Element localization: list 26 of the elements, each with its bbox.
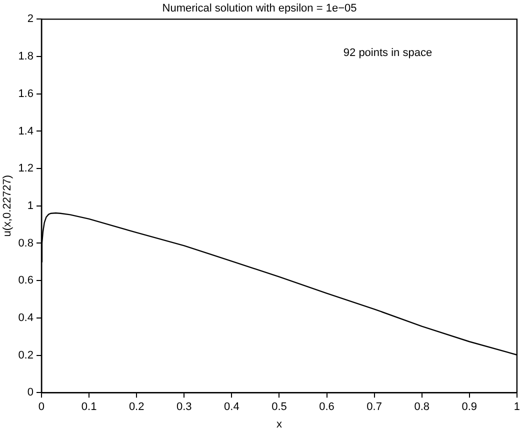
x-tick-label: 0.1 (81, 401, 97, 414)
x-tick-label: 0.7 (366, 401, 382, 414)
x-axis-title: x (276, 418, 282, 430)
x-tick-label: 0.8 (414, 401, 430, 414)
y-tick-label: 0 (27, 386, 34, 399)
x-tick-label: 0.5 (272, 401, 287, 414)
x-tick-label: 0.9 (462, 401, 478, 414)
x-tick-label: 0.6 (319, 401, 334, 414)
y-tick-label: 1.4 (18, 125, 34, 138)
y-tick-label: 0.8 (18, 237, 34, 250)
y-tick-label: 1.8 (18, 50, 34, 63)
y-tick-label: 1.6 (18, 88, 34, 100)
y-tick-label: 2 (27, 13, 34, 26)
y-tick-label: 1 (27, 200, 34, 212)
x-tick-label: 0.3 (176, 401, 192, 414)
annotation: 92 points in space (343, 46, 432, 59)
y-tick-label: 0.4 (18, 312, 34, 324)
chart-title: Numerical solution with epsilon = 1e−05 (162, 2, 357, 15)
x-tick-label: 0.2 (128, 401, 144, 414)
y-tick-label: 0.2 (18, 349, 34, 362)
x-tick-label: 1 (514, 401, 520, 414)
x-tick-label: 0 (38, 401, 45, 414)
x-tick-label: 0.4 (224, 401, 240, 414)
y-axis-title: u(x,0.22727) (2, 175, 14, 237)
y-tick-label: 1.2 (18, 162, 34, 175)
y-tick-label: 0.6 (18, 274, 34, 287)
